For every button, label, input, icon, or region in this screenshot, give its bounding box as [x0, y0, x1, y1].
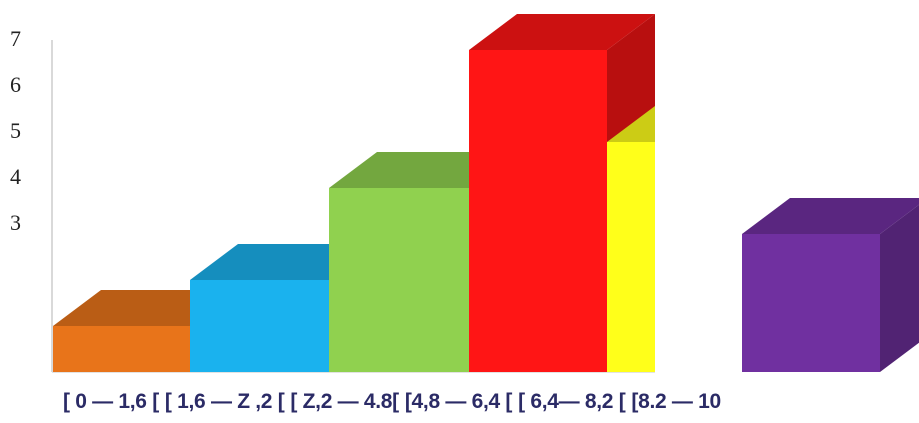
bar-top: [469, 14, 655, 50]
x-tick-label: [4,8 — 6,4 [: [404, 390, 513, 413]
gap-mask: [655, 0, 742, 380]
bar-front: [329, 188, 469, 372]
x-tick-label: [ 6,4— 8,2 [: [518, 390, 626, 413]
x-tick-labels: [ 0 — 1,6 [[ 1,6 — Z ,2 [[ Z,2 — 4.8[[4,…: [0, 390, 919, 414]
bar-front: [190, 280, 329, 372]
y-tick-label: 7: [10, 26, 21, 51]
y-tick-label: 3: [10, 210, 21, 235]
bar-front: [607, 142, 655, 372]
bar-front: [469, 50, 607, 372]
y-tick-label: 4: [10, 164, 21, 189]
bar-side: [880, 204, 919, 372]
x-tick-label: [ 1,6 — Z ,2 [: [164, 390, 285, 413]
y-tick-label: 6: [10, 72, 21, 97]
bar-front: [53, 326, 190, 372]
y-tick-labels: 3 4 5 6 7: [10, 26, 21, 235]
x-tick-label: [8.2 — 10: [631, 390, 721, 413]
bar-top: [742, 198, 919, 234]
bars-group: [53, 0, 919, 380]
x-tick-label: [ Z,2 — 4.8[: [290, 390, 399, 413]
y-tick-label: 5: [10, 118, 21, 143]
bar-front: [742, 234, 880, 372]
bar: [742, 198, 919, 372]
x-tick-label: [ 0 — 1,6 [: [63, 390, 159, 413]
